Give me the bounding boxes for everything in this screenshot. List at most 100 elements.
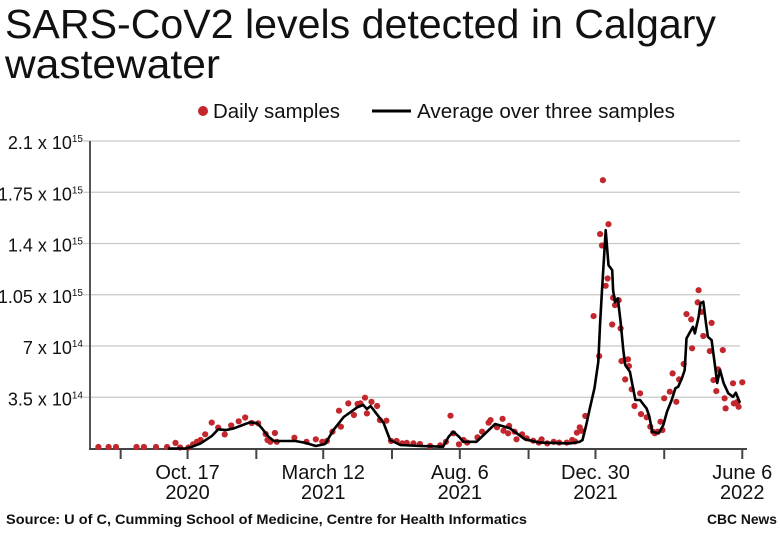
x-tick-label-date: June 6 <box>712 462 772 484</box>
y-tick-exponent: 14 <box>72 390 84 401</box>
daily-sample-point <box>637 411 645 418</box>
daily-sample-point <box>538 436 545 443</box>
daily-sample-point <box>631 402 638 410</box>
daily-sample-point <box>597 231 604 238</box>
x-tick-label-date: Oct. 17 <box>155 462 219 484</box>
daily-sample-point <box>235 418 242 425</box>
daily-sample-point <box>202 431 209 438</box>
y-tick-mantissa: 1.4 x 10 <box>8 236 72 256</box>
x-tick-label-date: Dec. 30 <box>561 462 630 484</box>
daily-sample-point <box>739 379 746 386</box>
daily-sample-point <box>337 423 344 430</box>
chart-title-line-2: wastewater <box>4 41 220 87</box>
y-tick-exponent: 15 <box>72 185 84 196</box>
daily-sample-point <box>657 418 664 425</box>
daily-sample-point <box>661 395 668 402</box>
y-tick-mantissa: 7 x 10 <box>23 338 72 358</box>
y-tick-mantissa: 1.75 x 10 <box>0 184 72 204</box>
daily-sample-point <box>721 395 728 402</box>
daily-sample-point <box>505 430 512 437</box>
daily-sample-point <box>624 356 632 363</box>
x-tick-label-year: 2020 <box>165 482 210 504</box>
x-tick-label-year: 2022 <box>720 482 765 504</box>
daily-sample-point <box>487 417 494 424</box>
y-tick-exponent: 15 <box>72 288 84 299</box>
daily-sample-point <box>719 347 726 354</box>
legend-label-daily-samples: Daily samples <box>213 101 340 123</box>
daily-sample-point <box>345 400 352 407</box>
x-tick-label-date: Aug. 6 <box>431 462 489 484</box>
daily-sample-point <box>700 332 707 340</box>
daily-sample-point <box>221 431 228 438</box>
daily-sample-point <box>105 443 112 451</box>
daily-sample-point <box>383 417 390 424</box>
daily-sample-point <box>361 394 369 401</box>
daily-sample-point <box>609 321 616 328</box>
daily-sample-point <box>140 443 147 451</box>
y-tick-mantissa: 3.5 x 10 <box>8 389 72 409</box>
daily-sample-point <box>713 388 720 395</box>
daily-sample-point <box>599 177 607 184</box>
daily-sample-point <box>683 311 690 318</box>
daily-sample-point <box>604 275 611 282</box>
y-tick-label: 2.1 x 1015 <box>8 133 84 153</box>
daily-sample-point <box>708 319 715 326</box>
daily-sample-point <box>735 403 742 410</box>
y-tick-label: 3.5 x 1014 <box>8 389 84 409</box>
daily-sample-point <box>688 316 695 323</box>
daily-sample-point <box>447 412 454 419</box>
x-tick-label-year: 2021 <box>301 482 346 504</box>
daily-sample-point <box>374 402 381 410</box>
y-tick-exponent: 15 <box>72 237 84 248</box>
daily-sample-point <box>605 221 612 228</box>
daily-sample-point <box>706 348 713 355</box>
y-tick-exponent: 15 <box>72 134 84 145</box>
daily-sample-point <box>228 422 235 429</box>
daily-sample-point <box>499 415 506 422</box>
daily-sample-point <box>350 411 357 419</box>
daily-sample-point <box>722 405 729 412</box>
x-tick-label-date: March 12 <box>282 462 365 484</box>
daily-sample-point <box>368 398 375 405</box>
daily-sample-point <box>208 419 215 426</box>
daily-sample-point <box>112 443 120 451</box>
daily-sample-point <box>578 427 585 434</box>
average-line <box>167 228 741 450</box>
daily-sample-point <box>602 282 609 289</box>
daily-sample-point <box>95 443 102 451</box>
daily-sample-point <box>622 376 629 383</box>
x-tick-label-year: 2021 <box>573 482 618 504</box>
source-note: Source: U of C, Cumming School of Medici… <box>6 511 527 527</box>
daily-sample-point <box>172 439 179 446</box>
daily-sample-point <box>669 370 676 377</box>
y-tick-exponent: 14 <box>72 339 84 350</box>
y-tick-mantissa: 1.05 x 10 <box>0 287 72 307</box>
y-tick-label: 1.4 x 1015 <box>8 236 84 256</box>
daily-sample-point <box>590 313 597 320</box>
daily-sample-point <box>271 429 278 437</box>
daily-sample-point <box>133 443 140 451</box>
y-tick-mantissa: 2.1 x 10 <box>8 133 72 153</box>
x-tick-label-year: 2021 <box>438 482 483 504</box>
daily-sample-point <box>695 287 702 294</box>
daily-sample-point <box>455 441 462 448</box>
y-tick-label: 1.75 x 1015 <box>0 184 83 204</box>
daily-sample-point <box>363 410 370 417</box>
y-gridlines <box>83 140 740 398</box>
daily-sample-point <box>513 436 520 443</box>
legend-dot-marker-icon <box>198 106 208 116</box>
daily-sample-point <box>637 390 644 397</box>
legend: Daily samples Average over three samples <box>198 101 675 123</box>
daily-sample-point <box>335 407 343 414</box>
daily-sample-point <box>291 434 298 441</box>
daily-sample-point <box>710 377 717 384</box>
daily-sample-point <box>666 388 673 395</box>
daily-sample-point <box>312 436 319 443</box>
chart-title-line-1: SARS-CoV2 levels detected in Calgary <box>5 1 716 47</box>
daily-sample-point <box>689 345 696 352</box>
daily-sample-point <box>673 398 680 405</box>
daily-sample-point <box>500 427 507 434</box>
